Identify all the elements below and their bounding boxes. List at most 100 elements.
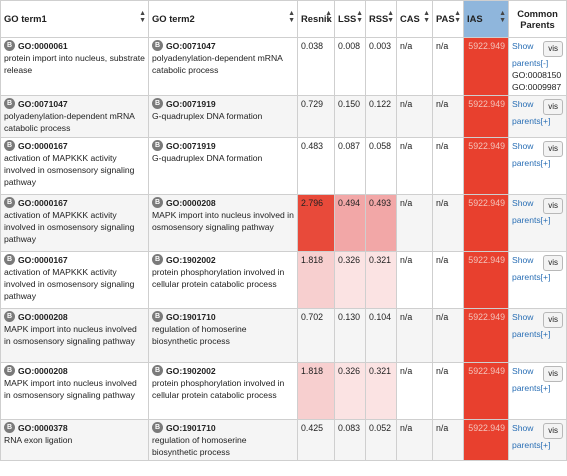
vis-button[interactable]: vis [543,141,563,157]
column-header-go-term1[interactable]: GO term1 ▲ ▼ [0,0,149,38]
column-header-common-parents[interactable]: Common Parents [508,0,567,38]
show-label: Show [512,423,534,433]
show-parents-link[interactable]: Show parents[+] [512,255,550,282]
go-term1-name: RNA exon ligation [4,435,73,445]
parents-toggle-label: parents[+] [512,272,551,282]
pas-cell: n/a [432,251,464,309]
show-parents-link[interactable]: Show parents[+] [512,99,550,126]
sort-icon[interactable]: ▲ ▼ [387,10,394,24]
ias-cell: 5922.949 [463,308,509,363]
common-parents-cell: vis Show parents[+] [508,251,567,309]
sort-icon[interactable]: ▲ ▼ [423,10,430,24]
badge-icon: B [4,422,15,433]
lss-cell: 0.008 [334,37,366,96]
sort-icon[interactable]: ▲ ▼ [288,10,295,24]
cas-cell: n/a [396,37,433,96]
column-header-ias[interactable]: IAS ▲ ▼ [463,0,509,38]
sort-icon[interactable]: ▲ ▼ [499,10,506,24]
show-parents-link[interactable]: Show parents[+] [512,366,550,393]
resnik-cell: 0.425 [297,419,335,461]
go-term1-name: MAPK import into nucleus involved in osm… [4,324,137,346]
column-header-rss[interactable]: RSS ▲ ▼ [365,0,397,38]
sort-icon[interactable]: ▲ ▼ [454,10,461,24]
vis-button[interactable]: vis [543,41,563,57]
vis-button[interactable]: vis [543,312,563,328]
pas-cell: n/a [432,419,464,461]
column-header-cas[interactable]: CAS ▲ ▼ [396,0,433,38]
column-label: GO term1 [4,13,47,24]
vis-button[interactable]: vis [543,198,563,214]
go-term1-cell: B GO:0000208 MAPK import into nucleus invo… [0,362,149,420]
vis-button[interactable]: vis [543,423,563,439]
vis-button[interactable]: vis [543,99,563,115]
show-label: Show [512,41,534,51]
go-term2-name: G-quadruplex DNA formation [152,111,263,121]
show-parents-link[interactable]: Show parents[-] [512,41,548,68]
column-header-pas[interactable]: PAS ▲ ▼ [432,0,464,38]
go-term2-cell: B GO:1902002 protein phosphorylation invol… [148,362,298,420]
badge-icon: B [4,365,15,376]
parents-toggle-label: parents[+] [512,158,551,168]
sort-icon[interactable]: ▲ ▼ [139,10,146,24]
table-row: B GO:0000167 activation of MAPKKK activity… [0,137,567,195]
show-label: Show [512,141,534,151]
show-label: Show [512,255,534,265]
lss-cell: 0.083 [334,419,366,461]
go-term2-id: GO:1902002 [166,366,216,376]
table-row: B GO:0000061 protein import into nucleus, … [0,37,567,96]
pas-cell: n/a [432,308,464,363]
rss-cell: 0.104 [365,308,397,363]
resnik-cell: 1.818 [297,251,335,309]
column-label: GO term2 [152,13,195,24]
go-term1-id: GO:0000167 [18,198,68,208]
vis-button[interactable]: vis [543,255,563,271]
vis-button[interactable]: vis [543,366,563,382]
resnik-cell: 1.818 [297,362,335,420]
rss-cell: 0.052 [365,419,397,461]
header-row: GO term1 ▲ ▼ GO term2 ▲ ▼ Resnik ▲ ▼ LSS ▲ ▼ RSS… [0,0,567,38]
cas-cell: n/a [396,137,433,195]
show-parents-link[interactable]: Show parents[+] [512,312,550,339]
go-term2-id: GO:1901710 [166,423,216,433]
go-term2-id: GO:0000208 [166,198,216,208]
badge-icon: B [4,254,15,265]
badge-icon: B [4,98,15,109]
column-label: CAS [400,13,420,24]
column-header-lss[interactable]: LSS ▲ ▼ [334,0,366,38]
show-label: Show [512,99,534,109]
resnik-cell: 2.796 [297,194,335,252]
show-parents-link[interactable]: Show parents[+] [512,141,550,168]
pas-cell: n/a [432,95,464,138]
show-parents-link[interactable]: Show parents[+] [512,423,550,450]
rss-cell: 0.122 [365,95,397,138]
sort-icon[interactable]: ▲ ▼ [356,10,363,24]
go-term1-id: GO:0000167 [18,141,68,151]
parents-toggle-label: parents[+] [512,329,551,339]
lss-cell: 0.087 [334,137,366,195]
column-header-resnik[interactable]: Resnik ▲ ▼ [297,0,335,38]
common-parents-cell: vis Show parents[+] [508,419,567,461]
go-term2-cell: B GO:1902002 protein phosphorylation invol… [148,251,298,309]
pas-cell: n/a [432,37,464,96]
go-term1-name: protein import into nucleus, substrate r… [4,53,145,75]
cas-cell: n/a [396,95,433,138]
lss-cell: 0.130 [334,308,366,363]
show-parents-link[interactable]: Show parents[+] [512,198,550,225]
column-header-go-term2[interactable]: GO term2 ▲ ▼ [148,0,298,38]
parents-toggle-label: parents[+] [512,440,551,450]
badge-icon: B [4,40,15,51]
go-term2-id: GO:1901710 [166,312,216,322]
parents-toggle-label: parents[+] [512,383,551,393]
column-label: PAS [436,13,455,24]
go-term1-id: GO:0000208 [18,366,68,376]
sort-icon[interactable]: ▲ ▼ [325,10,332,24]
badge-icon: B [152,140,163,151]
go-term1-name: polyadenylation-dependent mRNA catabolic… [4,111,135,133]
go-term2-cell: B GO:1901710 regulation of homoserine bios… [148,308,298,363]
lss-cell: 0.326 [334,362,366,420]
badge-icon: B [152,311,163,322]
go-term1-name: activation of MAPKKK activity involved i… [4,153,135,187]
ias-cell: 5922.949 [463,419,509,461]
go-term1-id: GO:0071047 [18,99,68,109]
go-term1-cell: B GO:0000167 activation of MAPKKK activity… [0,137,149,195]
